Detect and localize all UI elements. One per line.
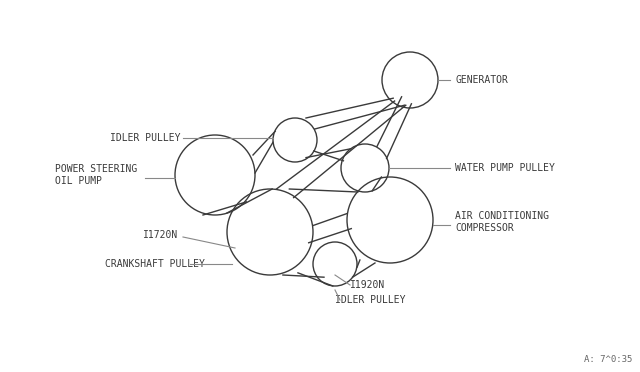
- Text: GENERATOR: GENERATOR: [455, 75, 508, 85]
- Text: IDLER PULLEY: IDLER PULLEY: [335, 295, 406, 305]
- Text: AIR CONDITIONING
COMPRESSOR: AIR CONDITIONING COMPRESSOR: [455, 211, 549, 233]
- Text: I1720N: I1720N: [143, 230, 178, 240]
- Text: A: 7^0:35: A: 7^0:35: [584, 355, 632, 364]
- Text: WATER PUMP PULLEY: WATER PUMP PULLEY: [455, 163, 555, 173]
- Text: CRANKSHAFT PULLEY: CRANKSHAFT PULLEY: [105, 259, 205, 269]
- Text: POWER STEERING
OIL PUMP: POWER STEERING OIL PUMP: [55, 164, 137, 186]
- Text: IDLER PULLEY: IDLER PULLEY: [109, 133, 180, 143]
- Text: I1920N: I1920N: [350, 280, 385, 290]
